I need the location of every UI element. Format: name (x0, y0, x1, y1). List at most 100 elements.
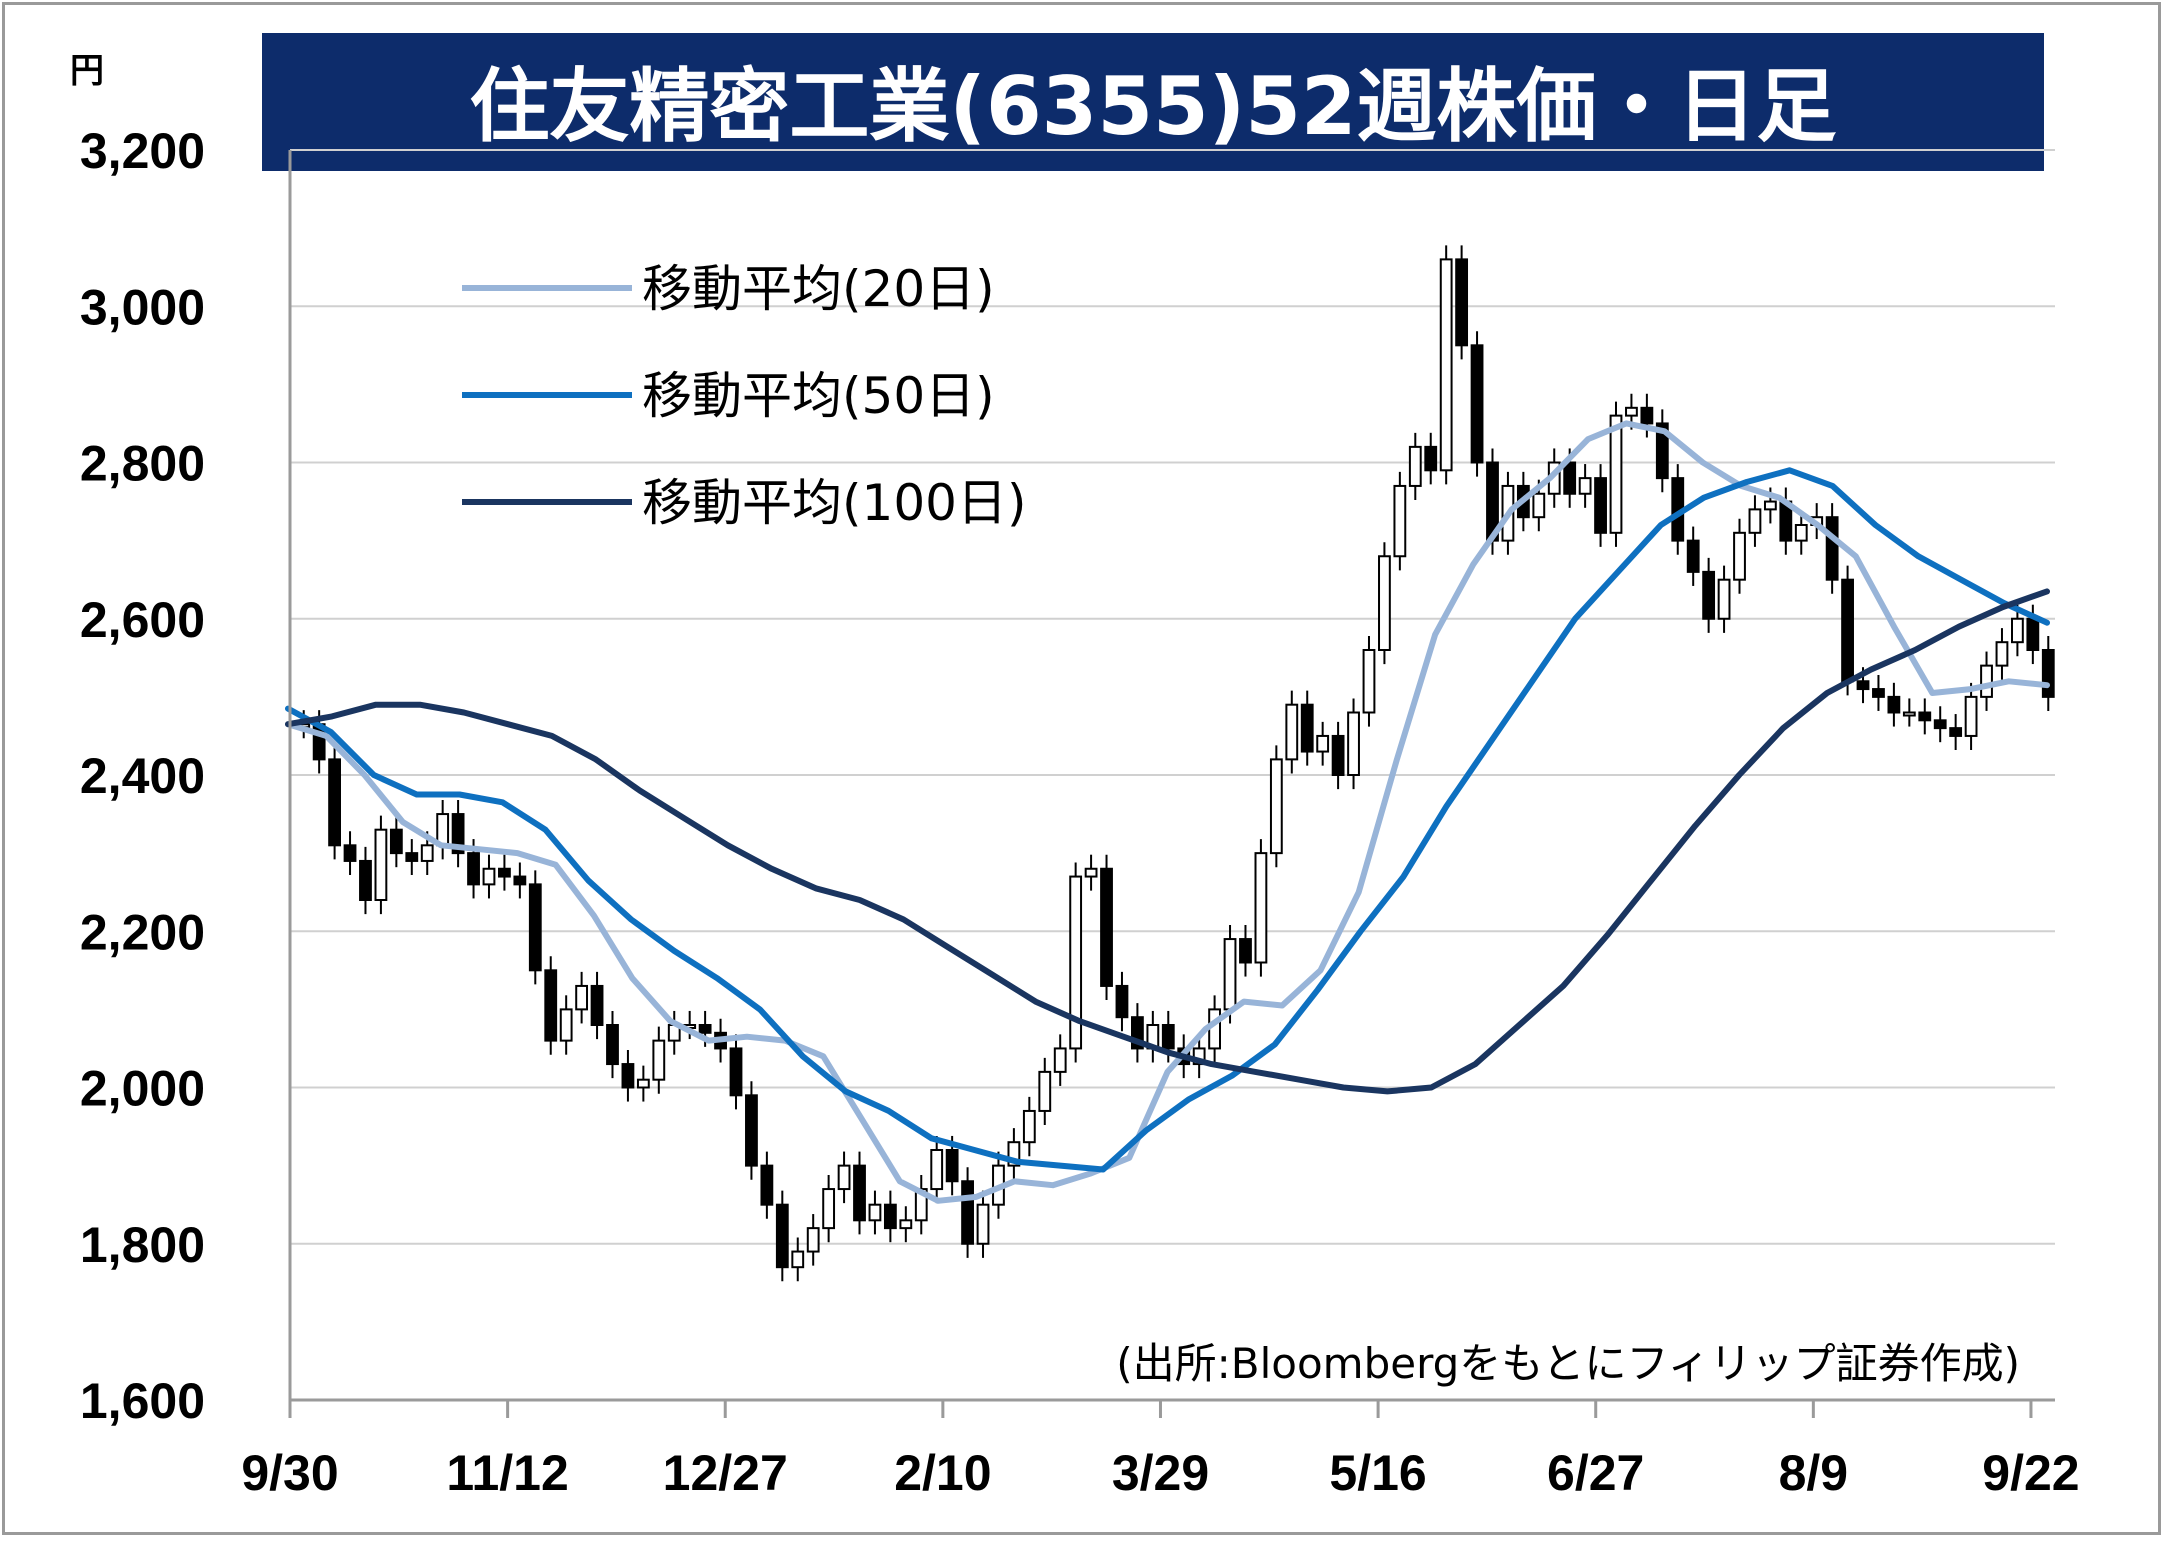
candle (930, 1135, 944, 1204)
y-tick-label: 2,200 (80, 904, 205, 960)
candle (1995, 628, 2009, 680)
y-tick-labels: 1,600 1,800 2,000 2,200 2,400 2,600 2,800 3,000… (80, 123, 205, 1429)
x-tick-label: 9/30 (241, 1445, 338, 1501)
candle (1902, 698, 1916, 727)
candle (806, 1214, 820, 1266)
candle (729, 1034, 743, 1110)
candle (1872, 675, 1885, 711)
candle (606, 1010, 619, 1079)
candle (405, 839, 419, 875)
x-tick-labels: 9/30 11/12 12/27 2/10 3/29 5/16 6/27 8/9 9/22 (241, 1400, 2080, 1501)
legend-label-ma20: 移動平均(20日) (642, 260, 995, 318)
candle (775, 1190, 789, 1282)
x-tick-label: 3/29 (1112, 1445, 1209, 1501)
candlesticks (297, 245, 2055, 1282)
source-note: (出所:Bloombergをもとにフィリップ証券作成) (1116, 1339, 2020, 1388)
candle (1239, 925, 1252, 977)
y-tick-label: 2,800 (80, 436, 205, 492)
y-tick-label: 3,000 (80, 279, 205, 335)
ma100-line (285, 588, 2050, 1095)
chart-title: 住友精密工業(6355)52週株価・日足 (469, 60, 1836, 153)
candle (1131, 1003, 1144, 1063)
candle (1069, 862, 1083, 1063)
candle (359, 846, 372, 915)
candle (1887, 682, 1901, 727)
candle (1748, 495, 1762, 547)
x-tick-label: 8/9 (1779, 1445, 1849, 1501)
candle (853, 1151, 866, 1235)
candle (1378, 542, 1391, 665)
candle (976, 1190, 990, 1258)
candle (544, 956, 558, 1055)
candle (1717, 565, 1731, 633)
candle (636, 1065, 650, 1102)
x-tick-label: 9/22 (1982, 1445, 2079, 1501)
x-tick-label: 6/27 (1547, 1445, 1644, 1501)
x-tick-label: 5/16 (1329, 1445, 1426, 1501)
candle (1733, 518, 1746, 594)
candle (837, 1151, 851, 1204)
candle (1408, 432, 1422, 500)
candle (1115, 971, 1129, 1032)
candle (1655, 409, 1669, 493)
candle (1053, 1034, 1067, 1086)
ma50-line (285, 467, 2050, 1173)
candle (1439, 245, 1453, 485)
candle (1949, 714, 1963, 750)
candle (1702, 557, 1716, 633)
y-tick-label: 1,800 (80, 1217, 205, 1273)
candle (1316, 721, 1330, 766)
candle (1578, 464, 1592, 508)
candle (2041, 635, 2055, 711)
candle (590, 971, 604, 1040)
candle (482, 854, 496, 899)
candle (1841, 565, 1854, 696)
candle (1594, 464, 1607, 547)
candle (1825, 503, 1839, 594)
y-tick-label: 2,400 (80, 748, 205, 804)
candle (899, 1206, 913, 1243)
candle (513, 862, 527, 899)
candle (652, 1026, 666, 1094)
candle (1362, 635, 1376, 727)
gridlines (290, 149, 2055, 1245)
candle (1686, 526, 1700, 586)
candle (961, 1167, 974, 1258)
y-tick-label: 2,000 (80, 1061, 205, 1117)
candle (791, 1237, 805, 1282)
legend: 移動平均(20日) 移動平均(50日) 移動平均(100日) (462, 260, 1026, 532)
y-tick-label: 3,200 (80, 123, 205, 179)
legend-label-ma100: 移動平均(100日) (642, 474, 1026, 532)
candle (1038, 1057, 1052, 1125)
x-tick-label: 12/27 (663, 1445, 788, 1501)
candle (1347, 698, 1360, 790)
candle (1285, 690, 1299, 774)
candle (528, 870, 542, 985)
candle (1794, 510, 1808, 555)
candle (328, 745, 342, 860)
candle (883, 1190, 897, 1243)
candle (1300, 690, 1314, 766)
candle (436, 800, 450, 860)
candle (822, 1175, 836, 1243)
candle (760, 1151, 774, 1219)
candle (621, 1050, 635, 1102)
candle (1424, 432, 1438, 485)
legend-label-ma50: 移動平均(50日) (642, 367, 995, 425)
title-banner (262, 33, 2044, 171)
candle (575, 971, 589, 1024)
candle (1254, 839, 1268, 977)
y-axis-unit: 円 (70, 51, 104, 91)
candle (1331, 721, 1345, 790)
x-tick-label: 11/12 (446, 1445, 568, 1501)
candle (1455, 245, 1469, 360)
x-tick-label: 2/10 (894, 1445, 991, 1501)
candle (1022, 1096, 1036, 1157)
candle (1146, 1010, 1160, 1063)
candle (2011, 604, 2024, 657)
candle (1269, 745, 1283, 868)
candle (1933, 706, 1947, 743)
candle (868, 1190, 882, 1235)
candle (1470, 331, 1484, 477)
